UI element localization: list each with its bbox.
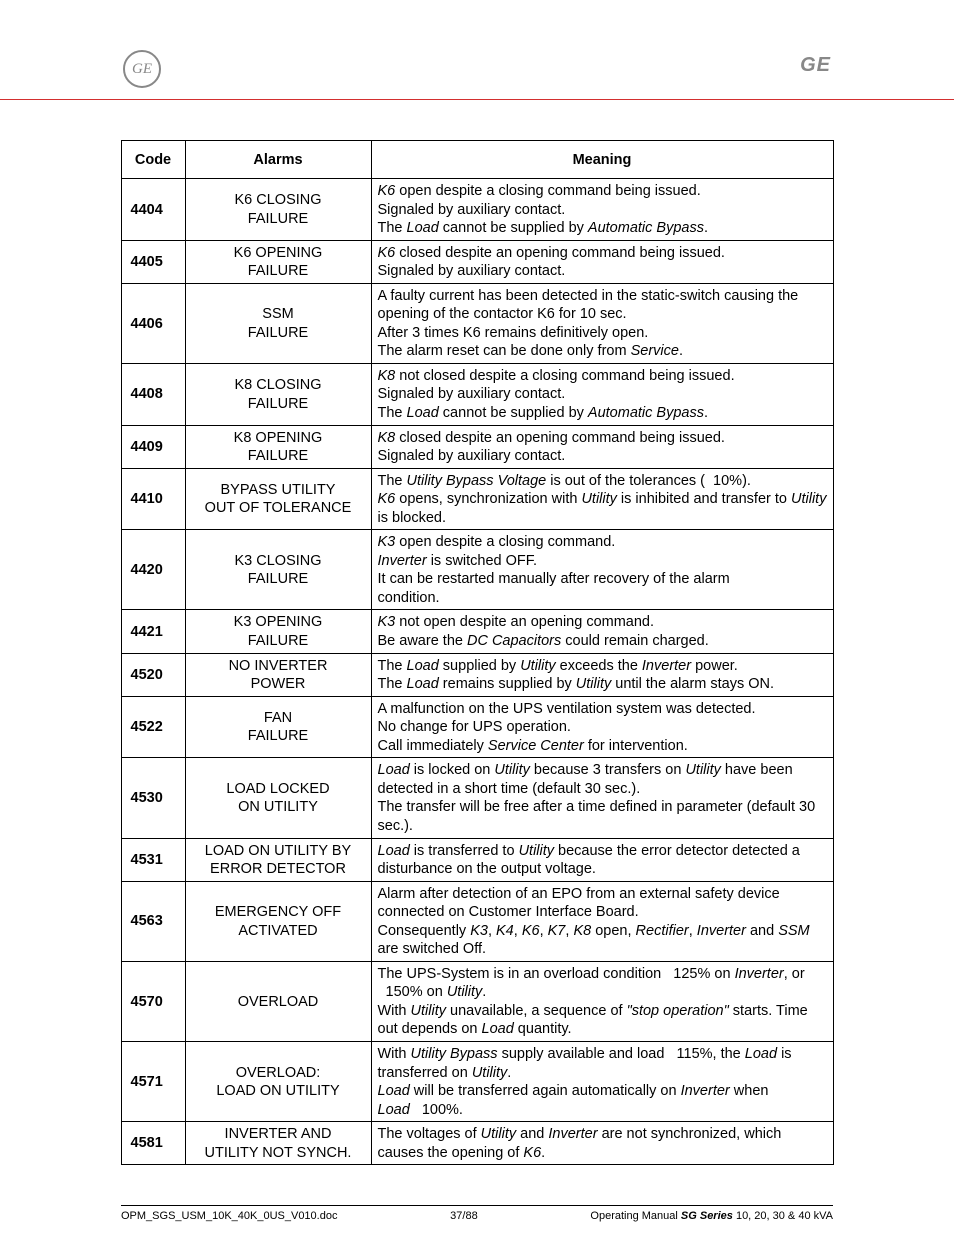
code-cell: 4531 xyxy=(121,838,185,881)
table-row: 4421K3 OPENINGFAILUREK3 not open despite… xyxy=(121,610,833,653)
alarm-cell: NO INVERTERPOWER xyxy=(185,653,371,696)
alarm-cell: FANFAILURE xyxy=(185,696,371,758)
meaning-cell: K3 not open despite an opening command.B… xyxy=(371,610,833,653)
code-cell: 4420 xyxy=(121,530,185,610)
meaning-cell: The UPS-System is in an overload conditi… xyxy=(371,961,833,1041)
footer-center: 37/88 xyxy=(450,1210,478,1222)
table-row: 4404K6 CLOSINGFAILUREK6 open despite a c… xyxy=(121,179,833,241)
meaning-cell: K3 open despite a closing command.Invert… xyxy=(371,530,833,610)
alarm-cell: K6 CLOSINGFAILURE xyxy=(185,179,371,241)
table-header-row: Code Alarms Meaning xyxy=(121,141,833,179)
alarm-codes-table: Code Alarms Meaning 4404K6 CLOSINGFAILUR… xyxy=(121,140,834,1165)
alarm-cell: K8 CLOSINGFAILURE xyxy=(185,363,371,425)
code-cell: 4530 xyxy=(121,758,185,838)
alarm-cell: INVERTER ANDUTILITY NOT SYNCH. xyxy=(185,1122,371,1165)
meaning-cell: A faulty current has been detected in th… xyxy=(371,283,833,363)
table-row: 4581INVERTER ANDUTILITY NOT SYNCH.The vo… xyxy=(121,1122,833,1165)
table-row: 4522FANFAILUREA malfunction on the UPS v… xyxy=(121,696,833,758)
alarm-cell: K8 OPENINGFAILURE xyxy=(185,425,371,468)
table-row: 4406SSMFAILUREA faulty current has been … xyxy=(121,283,833,363)
code-cell: 4408 xyxy=(121,363,185,425)
meaning-cell: K8 closed despite an opening command bei… xyxy=(371,425,833,468)
code-cell: 4406 xyxy=(121,283,185,363)
alarm-cell: SSMFAILURE xyxy=(185,283,371,363)
header-alarms: Alarms xyxy=(185,141,371,179)
code-cell: 4522 xyxy=(121,696,185,758)
table-row: 4520NO INVERTERPOWERThe Load supplied by… xyxy=(121,653,833,696)
alarm-cell: LOAD ON UTILITY BYERROR DETECTOR xyxy=(185,838,371,881)
code-cell: 4571 xyxy=(121,1041,185,1121)
header-meaning: Meaning xyxy=(371,141,833,179)
table-row: 4420K3 CLOSINGFAILUREK3 open despite a c… xyxy=(121,530,833,610)
code-cell: 4410 xyxy=(121,468,185,530)
document-page: GE GE Code Alarms Meaning 4404K6 CLOSING… xyxy=(0,0,954,1222)
footer-right: Operating Manual SG Series 10, 20, 30 & … xyxy=(590,1210,833,1222)
alarm-cell: K6 OPENINGFAILURE xyxy=(185,240,371,283)
meaning-cell: K6 closed despite an opening command bei… xyxy=(371,240,833,283)
alarm-cell: K3 CLOSINGFAILURE xyxy=(185,530,371,610)
meaning-cell: Load is transferred to Utility because t… xyxy=(371,838,833,881)
alarm-cell: LOAD LOCKEDON UTILITY xyxy=(185,758,371,838)
meaning-cell: A malfunction on the UPS ventilation sys… xyxy=(371,696,833,758)
alarm-cell: K3 OPENINGFAILURE xyxy=(185,610,371,653)
alarm-cell: OVERLOAD:LOAD ON UTILITY xyxy=(185,1041,371,1121)
meaning-cell: Alarm after detection of an EPO from an … xyxy=(371,881,833,961)
footer-left: OPM_SGS_USM_10K_40K_0US_V010.doc xyxy=(121,1210,337,1222)
table-row: 4530LOAD LOCKEDON UTILITYLoad is locked … xyxy=(121,758,833,838)
table-row: 4570OVERLOADThe UPS-System is in an over… xyxy=(121,961,833,1041)
brand-mark: GE xyxy=(800,54,831,77)
ge-logo-icon: GE xyxy=(123,50,161,88)
meaning-cell: With Utility Bypass supply available and… xyxy=(371,1041,833,1121)
meaning-cell: The Utility Bypass Voltage is out of the… xyxy=(371,468,833,530)
code-cell: 4409 xyxy=(121,425,185,468)
table-row: 4571OVERLOAD:LOAD ON UTILITYWith Utility… xyxy=(121,1041,833,1121)
meaning-cell: The voltages of Utility and Inverter are… xyxy=(371,1122,833,1165)
table-row: 4408K8 CLOSINGFAILUREK8 not closed despi… xyxy=(121,363,833,425)
header-divider xyxy=(0,99,954,100)
table-row: 4405K6 OPENINGFAILUREK6 closed despite a… xyxy=(121,240,833,283)
meaning-cell: K6 open despite a closing command being … xyxy=(371,179,833,241)
code-cell: 4405 xyxy=(121,240,185,283)
table-row: 4531LOAD ON UTILITY BYERROR DETECTORLoad… xyxy=(121,838,833,881)
meaning-cell: The Load supplied by Utility exceeds the… xyxy=(371,653,833,696)
page-footer: OPM_SGS_USM_10K_40K_0US_V010.doc 37/88 O… xyxy=(121,1205,833,1222)
table-row: 4409K8 OPENINGFAILUREK8 closed despite a… xyxy=(121,425,833,468)
alarm-cell: BYPASS UTILITYOUT OF TOLERANCE xyxy=(185,468,371,530)
alarm-cell: OVERLOAD xyxy=(185,961,371,1041)
table-row: 4410BYPASS UTILITYOUT OF TOLERANCEThe Ut… xyxy=(121,468,833,530)
logo-text: GE xyxy=(132,61,152,78)
code-cell: 4404 xyxy=(121,179,185,241)
code-cell: 4570 xyxy=(121,961,185,1041)
meaning-cell: Load is locked on Utility because 3 tran… xyxy=(371,758,833,838)
meaning-cell: K8 not closed despite a closing command … xyxy=(371,363,833,425)
code-cell: 4581 xyxy=(121,1122,185,1165)
code-cell: 4421 xyxy=(121,610,185,653)
alarm-cell: EMERGENCY OFFACTIVATED xyxy=(185,881,371,961)
table-row: 4563EMERGENCY OFFACTIVATEDAlarm after de… xyxy=(121,881,833,961)
header-code: Code xyxy=(121,141,185,179)
code-cell: 4563 xyxy=(121,881,185,961)
code-cell: 4520 xyxy=(121,653,185,696)
page-header: GE GE xyxy=(65,50,889,100)
